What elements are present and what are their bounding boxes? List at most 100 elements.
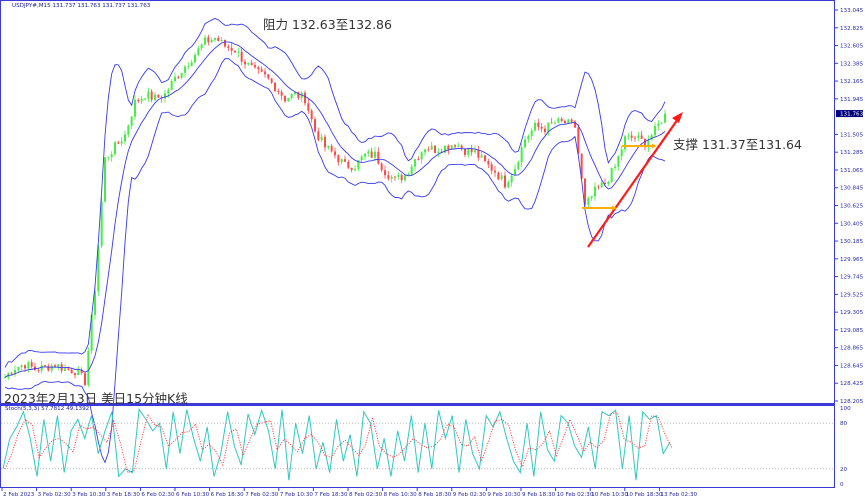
time-tick-label: 3 Feb 10:30 — [72, 492, 106, 498]
bull-candle — [514, 169, 516, 176]
bull-candle — [237, 51, 240, 53]
bear-candle — [217, 37, 220, 42]
bear-candle — [584, 178, 586, 205]
current-price-box — [836, 110, 863, 118]
bull-candle — [534, 122, 536, 131]
bear-candle — [490, 164, 493, 171]
price-tick-label: 128.205 — [840, 399, 864, 405]
bull-candle — [154, 94, 156, 100]
stoch-d-line — [4, 412, 673, 474]
bull-candle — [607, 182, 610, 184]
bull-candle — [647, 140, 650, 148]
bear-candle — [330, 146, 333, 152]
bull-candle — [600, 182, 603, 188]
price-tick-label: 130.185 — [840, 239, 864, 245]
price-tick-label: 130.625 — [840, 204, 864, 210]
bear-candle — [427, 149, 430, 151]
bull-candle — [50, 365, 53, 371]
bull-candle — [40, 365, 43, 371]
price-tick-label: 129.085 — [840, 328, 864, 334]
price-tick-label: 129.305 — [840, 310, 864, 316]
price-tick-label: 128.425 — [840, 381, 864, 387]
price-tick-label: 132.385 — [840, 61, 864, 67]
bull-candle — [517, 162, 520, 170]
bull-candle — [657, 123, 660, 127]
bull-candle — [507, 182, 510, 188]
bull-candle — [510, 175, 513, 183]
stoch-axis-label: 100 — [840, 406, 851, 412]
bull-candle — [444, 145, 446, 153]
bear-candle — [337, 155, 340, 163]
time-tick-label: 6 Feb 10:30 — [176, 492, 210, 498]
bull-candle — [210, 39, 213, 43]
bull-candle — [130, 116, 133, 126]
bull-candle — [390, 176, 393, 179]
bull-candle — [367, 151, 370, 154]
bear-candle — [317, 131, 320, 141]
price-tick-label: 131.505 — [840, 132, 864, 138]
bear-candle — [370, 151, 373, 158]
bear-candle — [284, 95, 286, 102]
stoch-axis-label: 0 — [840, 482, 844, 488]
trend-line — [587, 118, 679, 248]
bull-candle — [184, 66, 186, 73]
bear-candle — [137, 99, 140, 102]
bear-candle — [464, 148, 466, 155]
bear-candle — [484, 155, 486, 161]
price-tick-label: 133.045 — [840, 8, 864, 14]
bull-candle — [594, 186, 596, 197]
bear-candle — [224, 39, 226, 47]
bull-candle — [114, 142, 116, 155]
bull-candle — [617, 156, 620, 167]
bull-candle — [220, 39, 223, 42]
bull-candle — [637, 135, 640, 138]
bull-candle — [650, 135, 653, 141]
bull-candle — [144, 98, 146, 100]
bull-candle — [197, 48, 200, 55]
bear-candle — [447, 145, 450, 150]
bull-candle — [624, 136, 626, 150]
bear-candle — [240, 51, 243, 62]
bull-candle — [17, 366, 20, 370]
bear-candle — [350, 167, 353, 171]
bull-candle — [20, 365, 23, 367]
bull-candle — [320, 136, 323, 141]
bull-candle — [180, 72, 183, 78]
bear-candle — [264, 71, 266, 75]
bear-candle — [487, 160, 490, 165]
time-tick-label: 3 Feb 02:30 — [38, 492, 72, 498]
bear-candle — [244, 61, 246, 65]
bear-candle — [207, 37, 210, 43]
price-tick-label: 131.065 — [840, 168, 864, 174]
bear-candle — [270, 78, 273, 83]
price-tick-label: 128.865 — [840, 346, 864, 352]
bull-candle — [520, 147, 523, 163]
bull-candle — [294, 92, 296, 94]
time-tick-label: 8 Feb 02:30 — [349, 492, 383, 498]
bear-candle — [504, 175, 506, 188]
time-tick-label: 9 Feb 18:30 — [522, 492, 556, 498]
bear-candle — [580, 153, 583, 179]
bull-candle — [590, 196, 593, 199]
bull-candle — [127, 125, 130, 135]
bear-candle — [117, 142, 120, 144]
bear-candle — [30, 362, 33, 367]
price-tick-label: 131.285 — [840, 150, 864, 156]
price-tick-label: 130.845 — [840, 186, 864, 192]
bear-candle — [150, 91, 153, 100]
bull-candle — [554, 122, 556, 124]
bear-candle — [377, 151, 380, 164]
bull-candle — [110, 154, 113, 158]
bull-candle — [420, 152, 423, 160]
bull-candle — [500, 175, 503, 180]
bull-candle — [214, 37, 216, 40]
bull-candle — [530, 130, 533, 137]
bull-candle — [287, 98, 290, 102]
bull-candle — [64, 368, 66, 371]
bull-candle — [354, 168, 356, 171]
bear-candle — [544, 128, 546, 133]
bull-candle — [660, 122, 663, 124]
bear-candle — [384, 170, 386, 176]
